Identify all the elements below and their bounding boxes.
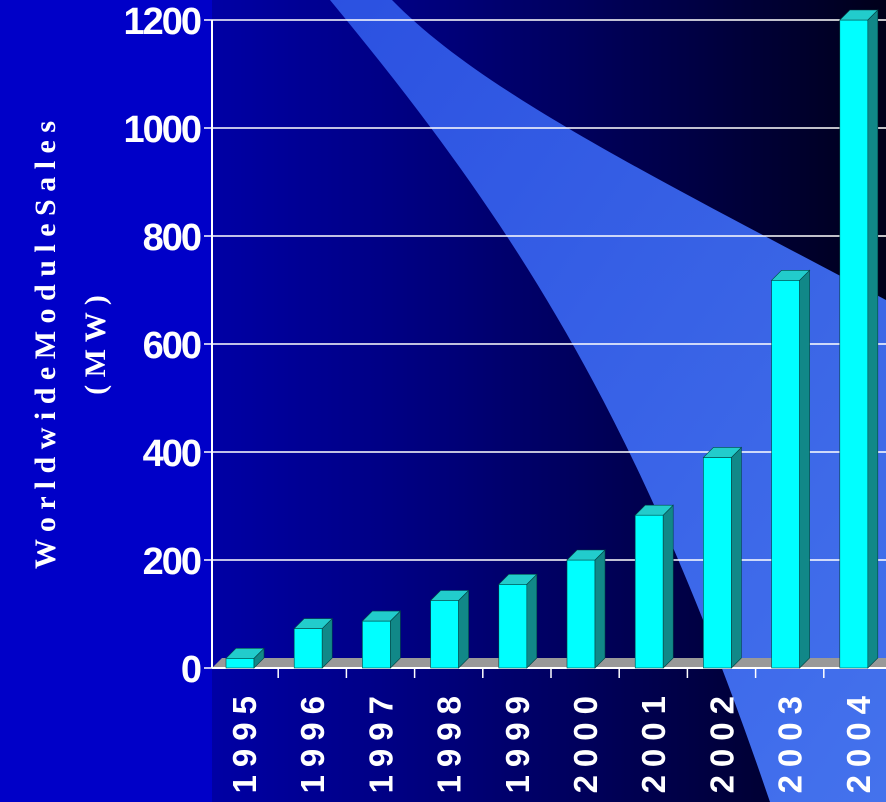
bar-front: [840, 20, 868, 668]
bar-1996: [294, 619, 332, 668]
x-tick-label: 2004: [840, 688, 877, 793]
y-tick-label: 0: [181, 649, 201, 691]
y-tick-label: 1000: [123, 109, 200, 151]
y-tick-label: 800: [143, 217, 201, 259]
y-tick-label: 1200: [123, 1, 200, 43]
bar-front: [362, 621, 390, 668]
bar-front: [499, 584, 527, 668]
bar-2004: [840, 10, 878, 668]
bar-2000: [567, 550, 605, 668]
x-tick-label: 1997: [362, 688, 399, 793]
bar-front: [294, 629, 322, 668]
bar-2003: [772, 270, 810, 668]
x-tick-label: 2001: [635, 688, 672, 793]
x-tick-label: 2000: [567, 688, 604, 793]
bar-front: [635, 515, 663, 668]
x-tick-label: 1999: [499, 688, 536, 793]
bar-2001: [635, 505, 673, 668]
bar-side: [868, 10, 878, 668]
bar-front: [226, 658, 254, 668]
bar-1999: [499, 574, 537, 668]
bar-side: [663, 505, 673, 668]
bar-1998: [431, 591, 469, 669]
x-tick-label: 1996: [294, 688, 331, 793]
x-tick-label: 1998: [431, 688, 468, 793]
bar-1997: [362, 611, 400, 668]
bar-side: [595, 550, 605, 668]
bar-side: [731, 447, 741, 668]
y-axis-title-line1: W o r l d w i d e M o d u l e S a l e s: [29, 121, 62, 569]
y-tick-label: 200: [143, 541, 201, 583]
bar-side: [527, 574, 537, 668]
bar-front: [703, 457, 731, 668]
bar-front: [431, 601, 459, 669]
x-tick-label: 2003: [772, 688, 809, 793]
y-tick-label: 400: [143, 433, 201, 475]
bar-side: [800, 270, 810, 668]
y-axis-title-line2: ( M W ): [79, 295, 112, 395]
x-tick-label: 1995: [226, 688, 263, 793]
bar-front: [772, 280, 800, 668]
bar-front: [567, 560, 595, 668]
bar-side: [459, 591, 469, 669]
x-tick-label: 2002: [703, 688, 740, 793]
bar-2002: [703, 447, 741, 668]
y-tick-label: 600: [143, 325, 201, 367]
